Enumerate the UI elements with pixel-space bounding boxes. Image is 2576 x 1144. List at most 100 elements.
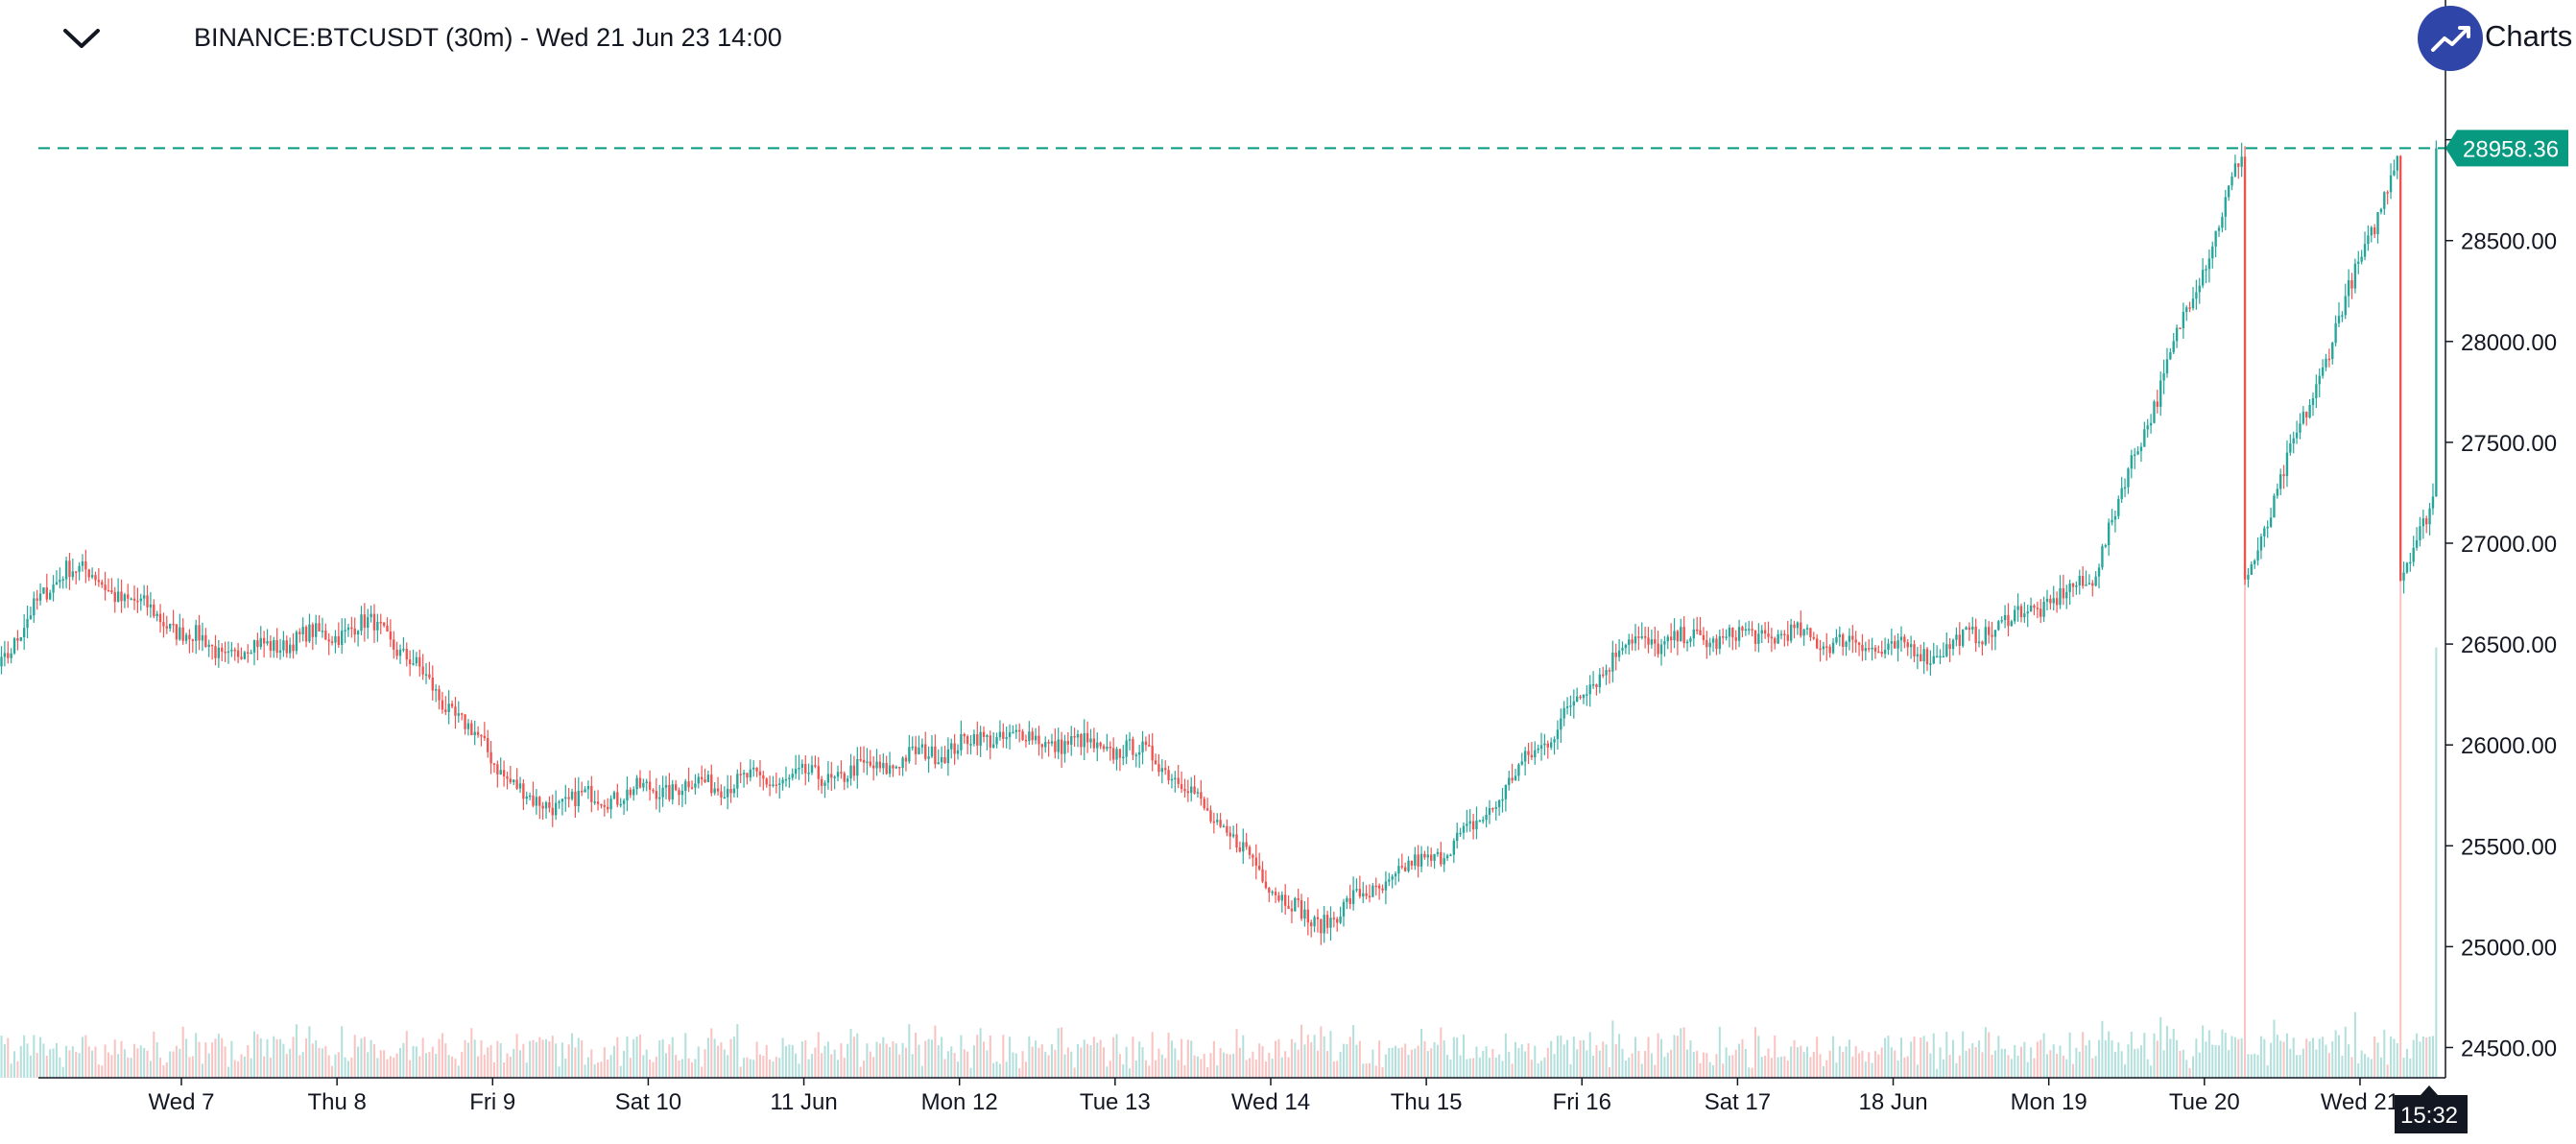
volume-bar — [466, 1042, 469, 1078]
candle-body — [1582, 694, 1586, 699]
volume-bar — [360, 1037, 363, 1078]
candle-body — [713, 788, 716, 794]
candle-body — [341, 631, 344, 646]
volume-bar — [795, 1053, 798, 1078]
time-axis[interactable]: Wed 7 Thu 8 Fri 9 Sat 10 11 Jun Mon 12 Tue 13 W… — [149, 1078, 2400, 1115]
volume-bar — [1271, 1059, 1274, 1078]
volume-bar — [1242, 1035, 1245, 1078]
candle-body — [1965, 627, 1968, 631]
volume-bar — [2341, 1056, 2344, 1078]
volume-bar — [263, 1056, 266, 1078]
candle-body — [1504, 784, 1508, 799]
candle-body — [940, 756, 943, 763]
candle-body — [1977, 641, 1981, 644]
volume-bar — [1540, 1061, 1543, 1078]
candle-body — [664, 784, 668, 788]
volume-bar — [165, 1061, 168, 1078]
volume-bar — [2393, 1038, 2396, 1078]
candle-body — [1602, 674, 1605, 677]
candle-body — [817, 766, 820, 779]
candle-body — [1685, 641, 1689, 644]
candle-body — [1848, 635, 1851, 642]
volume-bar — [1206, 1066, 1209, 1078]
candle-body — [791, 774, 794, 778]
candle-body — [2153, 401, 2156, 423]
volume-bar — [960, 1035, 963, 1078]
candle-body — [2211, 246, 2214, 259]
candle-body — [1115, 749, 1118, 760]
volume-bar — [1621, 1048, 1624, 1078]
volume-bar — [1680, 1028, 1682, 1078]
last-price-tag: 28958.36 — [2445, 130, 2568, 167]
volume-bar — [169, 1051, 172, 1078]
candle-body — [0, 656, 3, 667]
candle-body — [768, 784, 772, 786]
candle-body — [1002, 731, 1005, 739]
volume-bar — [1971, 1042, 1974, 1078]
candle-body — [1988, 627, 1991, 635]
candle-body — [551, 807, 554, 816]
volume-bar — [1002, 1035, 1005, 1078]
candle-body — [1339, 916, 1342, 923]
candle-body — [924, 744, 927, 759]
candle-body — [2127, 468, 2130, 488]
candle-body — [1760, 630, 1763, 634]
volume-bar — [1845, 1046, 1848, 1078]
volume-bar — [87, 1046, 90, 1078]
volume-bar — [1910, 1041, 1913, 1078]
volume-bar — [431, 1046, 434, 1078]
candle-body — [1109, 747, 1111, 749]
volume-bar — [717, 1045, 720, 1078]
candle-body — [577, 790, 580, 807]
volume-bar — [2202, 1025, 2205, 1078]
candle-body — [1277, 894, 1280, 901]
volume-bar — [2085, 1045, 2087, 1078]
volume-bar — [2165, 1026, 2168, 1078]
candle-body — [1805, 628, 1809, 630]
candle-body — [227, 651, 230, 654]
candle-body — [1329, 918, 1332, 928]
candle-body — [450, 703, 454, 707]
candle-body — [1951, 639, 1955, 650]
volume-bar — [81, 1037, 83, 1078]
volume-bar — [2353, 1012, 2356, 1078]
brand-logo-button[interactable] — [2418, 6, 2483, 71]
candle-bodies — [0, 148, 2438, 934]
candle-body — [1466, 823, 1468, 826]
price-axis[interactable]: 24500.0025000.0025500.0026000.0026500.00… — [2445, 129, 2557, 1062]
volume-bar — [658, 1040, 661, 1078]
candle-body — [2107, 522, 2111, 546]
candle-body — [2428, 508, 2431, 525]
candle-body — [1894, 641, 1896, 649]
candle-body — [2337, 316, 2341, 323]
candle-body — [1825, 646, 1828, 648]
candle-body — [2334, 322, 2337, 344]
candle-body — [1932, 655, 1935, 664]
volume-bar — [1624, 1060, 1627, 1078]
collapse-button[interactable] — [58, 21, 106, 60]
candle-body — [1579, 696, 1582, 699]
candle-body — [431, 678, 434, 691]
candle-body — [81, 560, 84, 566]
candle-body — [424, 674, 428, 677]
volume-bar — [1129, 1068, 1132, 1078]
volume-bar — [810, 1054, 814, 1078]
volume-bar — [398, 1047, 402, 1078]
candle-body — [833, 776, 836, 778]
candle-body — [1471, 821, 1475, 830]
candle-body — [840, 772, 843, 774]
volume-bar — [826, 1041, 829, 1078]
candle-body — [1160, 768, 1164, 773]
candle-body — [652, 789, 655, 792]
candle-body — [247, 652, 250, 654]
candle-body — [1779, 633, 1783, 636]
volume-bar — [1468, 1058, 1471, 1078]
volume-bar — [2425, 1037, 2428, 1078]
candle-body — [678, 790, 680, 796]
volume-bar — [1212, 1040, 1215, 1078]
volume-bar — [2007, 1055, 2010, 1078]
candle-body — [64, 560, 68, 580]
volume-bar — [275, 1038, 278, 1078]
volume-bar — [470, 1028, 473, 1078]
